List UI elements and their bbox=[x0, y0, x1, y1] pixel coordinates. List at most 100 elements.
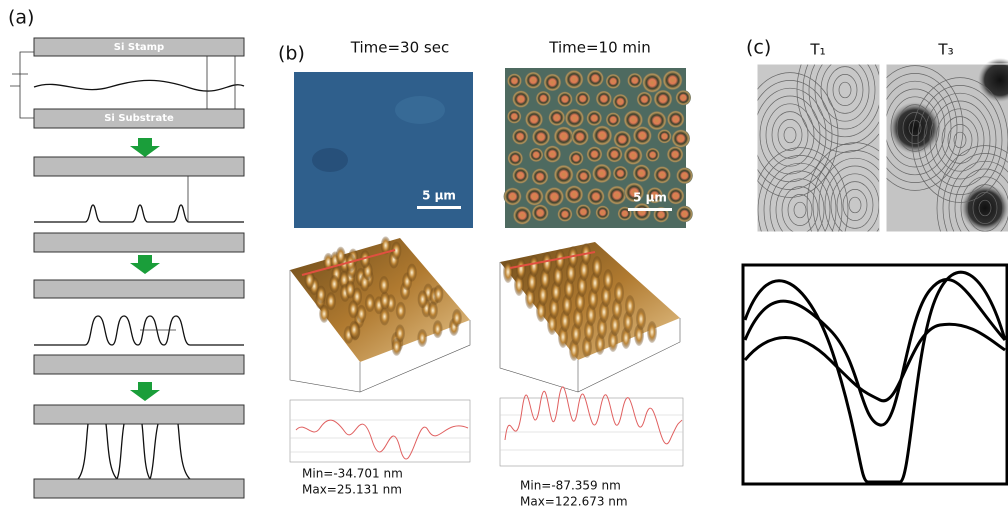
panel-label: (b) bbox=[278, 43, 305, 65]
ring-dot bbox=[576, 168, 592, 184]
line-plot bbox=[743, 265, 1007, 484]
min-label: Min=-87.359 nm bbox=[520, 479, 621, 493]
ring-dot bbox=[586, 110, 602, 126]
ring-dot bbox=[565, 109, 584, 128]
ring-dot bbox=[667, 111, 684, 128]
ring-dot bbox=[587, 188, 604, 205]
ring-dot bbox=[571, 128, 589, 146]
process-diagram: Si Stamp Si Substrate bbox=[10, 38, 244, 498]
afm-peak bbox=[365, 294, 375, 312]
ring-dot bbox=[606, 74, 621, 89]
ring-dot bbox=[513, 206, 531, 224]
afm-peak bbox=[452, 309, 462, 327]
ring-dot bbox=[529, 148, 543, 162]
ring-dot bbox=[504, 188, 522, 206]
ring-dot bbox=[667, 187, 684, 204]
ring-dot bbox=[532, 168, 549, 185]
ring-dot bbox=[637, 92, 652, 107]
afm-peak bbox=[379, 276, 389, 294]
afm-peak bbox=[329, 275, 339, 293]
afm-peak bbox=[345, 281, 355, 299]
min-label: Min=-34.701 nm bbox=[302, 467, 403, 481]
afm-peak bbox=[319, 305, 329, 323]
afm-peak bbox=[336, 247, 346, 265]
ring-dot bbox=[548, 109, 565, 126]
contour-image bbox=[742, 28, 903, 273]
ring-dot bbox=[624, 146, 643, 165]
ring-dot bbox=[606, 146, 622, 162]
afm-peak bbox=[592, 256, 602, 278]
substrate-bar bbox=[34, 233, 244, 252]
ring-dot bbox=[536, 91, 551, 106]
afm-peak bbox=[542, 252, 552, 274]
afm-peak bbox=[392, 338, 402, 356]
ring-dot bbox=[544, 74, 562, 92]
substrate-label: Si Substrate bbox=[104, 113, 174, 124]
ring-dot bbox=[672, 129, 690, 147]
ring-dot bbox=[512, 90, 529, 107]
ring-dot bbox=[667, 146, 683, 162]
afm-peak bbox=[380, 308, 390, 326]
ring-dot bbox=[557, 92, 572, 107]
ring-dot bbox=[592, 164, 611, 183]
ring-dot bbox=[592, 125, 612, 145]
ring-dot bbox=[663, 70, 683, 90]
ring-dot bbox=[532, 204, 549, 221]
stamp-bar bbox=[34, 280, 244, 298]
ring-dot bbox=[544, 145, 561, 162]
profile-plot bbox=[500, 387, 683, 466]
afm-peak bbox=[625, 295, 635, 317]
ring-dot bbox=[676, 90, 691, 105]
ring-dot bbox=[676, 167, 693, 184]
ring-dot bbox=[507, 73, 522, 88]
ring-dot bbox=[613, 94, 628, 109]
column-title: Time=10 min bbox=[548, 39, 650, 57]
afm-peak bbox=[603, 269, 613, 291]
stamp-bar bbox=[34, 157, 244, 176]
afm-peak bbox=[418, 290, 428, 308]
afm-peak bbox=[516, 258, 526, 280]
ring-dot bbox=[508, 151, 523, 166]
ring-dot bbox=[512, 167, 528, 183]
ring-dot bbox=[613, 166, 628, 181]
ring-dot bbox=[642, 73, 662, 93]
afm-peak bbox=[636, 308, 646, 330]
scale-bar bbox=[628, 208, 672, 211]
stamp-bar bbox=[34, 405, 244, 424]
figure: (a) Si Stamp Si Substrate (b) Time=30 se… bbox=[0, 0, 1008, 509]
ring-dot bbox=[596, 91, 612, 107]
max-label: Max=122.673 nm bbox=[520, 495, 628, 509]
ring-dot bbox=[633, 203, 651, 221]
stamp-label: Si Stamp bbox=[114, 42, 164, 53]
ring-dot bbox=[565, 185, 583, 203]
contour-image bbox=[867, 58, 1008, 270]
afm-peak bbox=[433, 320, 443, 338]
ring-dot bbox=[525, 110, 543, 128]
ring-dot bbox=[607, 186, 626, 205]
ring-dot bbox=[554, 165, 574, 185]
pillar-line bbox=[78, 424, 190, 479]
image-title: T₃ bbox=[937, 41, 953, 59]
afm-peak bbox=[407, 264, 417, 282]
ring-dot bbox=[512, 129, 528, 145]
max-label: Max=25.131 nm bbox=[302, 483, 402, 497]
texture bbox=[395, 96, 445, 124]
ring-dot bbox=[633, 126, 652, 145]
ring-dot bbox=[575, 91, 590, 106]
ring-dot bbox=[545, 187, 564, 206]
column-title: Time=30 sec bbox=[350, 39, 449, 57]
page: {"panel_a":{"label":"(a)","stamp":"Si St… bbox=[0, 0, 1008, 509]
ring-dot bbox=[507, 109, 521, 123]
ring-dot bbox=[654, 166, 671, 183]
ring-dot bbox=[557, 207, 572, 222]
afm-peak bbox=[428, 301, 438, 319]
ring-dot bbox=[657, 129, 671, 143]
ring-dot bbox=[676, 206, 692, 222]
ring-dot bbox=[647, 111, 666, 130]
image-title: T₁ bbox=[809, 41, 825, 59]
afm-peak bbox=[380, 292, 390, 310]
profile-plot bbox=[290, 400, 470, 462]
film-line bbox=[34, 205, 244, 222]
film-line bbox=[34, 80, 244, 91]
afm-peak bbox=[529, 255, 539, 277]
